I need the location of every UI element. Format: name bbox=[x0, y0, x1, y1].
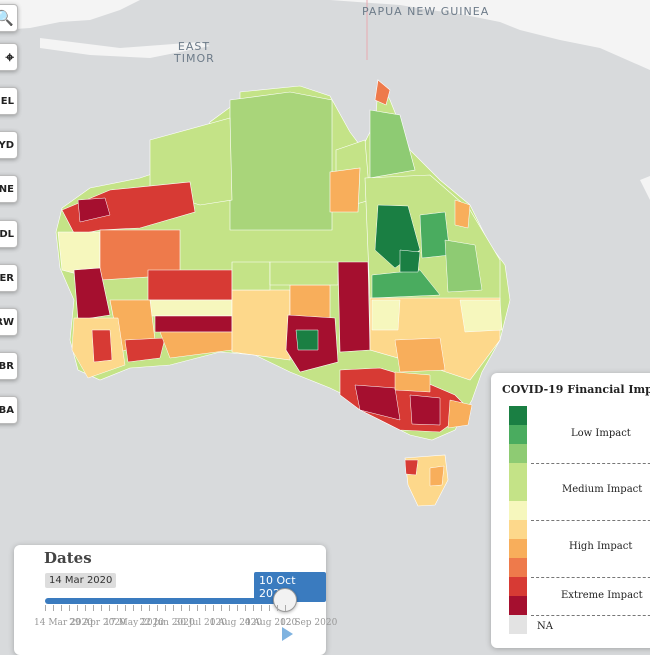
region-button-rw[interactable]: RW bbox=[0, 308, 18, 336]
region-button-label: ER bbox=[0, 272, 14, 284]
region-button-label: RW bbox=[0, 316, 14, 328]
slider-tick bbox=[229, 605, 230, 611]
slider-tick bbox=[93, 605, 94, 611]
date-slider-ticks bbox=[45, 605, 286, 613]
slider-tick bbox=[173, 605, 174, 611]
legend-swatch-extreme-2 bbox=[509, 596, 527, 615]
search-icon: 🔍 bbox=[0, 9, 14, 27]
locate-button[interactable]: ⌖ bbox=[0, 43, 18, 71]
region-button-er[interactable]: ER bbox=[0, 264, 18, 292]
region-button-label: DL bbox=[0, 228, 14, 240]
legend-divider bbox=[531, 520, 650, 521]
legend-divider bbox=[531, 615, 650, 616]
slider-tick bbox=[189, 605, 190, 611]
slider-tick bbox=[149, 605, 150, 611]
legend-panel: COVID-19 Financial Impact Rating Low Imp… bbox=[491, 373, 650, 648]
slider-tick bbox=[85, 605, 86, 611]
date-tick-label: 17 May 2020 bbox=[104, 618, 165, 628]
slider-tick bbox=[261, 605, 262, 611]
legend-label-medium: Medium Impact bbox=[562, 484, 643, 495]
slider-tick bbox=[213, 605, 214, 611]
date-slider-track[interactable] bbox=[45, 598, 285, 604]
slider-tick bbox=[45, 605, 46, 611]
region-button-yd[interactable]: YD bbox=[0, 131, 18, 159]
region-button-label: BA bbox=[0, 404, 14, 416]
dates-title: Dates bbox=[44, 549, 92, 567]
place-label-east-timor: EAST TIMOR bbox=[174, 40, 215, 65]
legend-label-low: Low Impact bbox=[571, 428, 631, 439]
legend-swatch-extreme-1 bbox=[509, 577, 527, 596]
play-icon[interactable] bbox=[282, 627, 293, 641]
date-tick-labels: 14 Mar 2020 29 Apr 2020 17 May 2020 22 Jun … bbox=[34, 618, 338, 630]
slider-tick bbox=[205, 605, 206, 611]
slider-tick bbox=[253, 605, 254, 611]
search-button[interactable]: 🔍 bbox=[0, 4, 18, 32]
region-button-br[interactable]: BR bbox=[0, 352, 18, 380]
legend-divider bbox=[531, 577, 650, 578]
slider-tick bbox=[269, 605, 270, 611]
region-button-label: NE bbox=[0, 183, 14, 195]
cape-york-region bbox=[374, 79, 391, 106]
region-button-dl[interactable]: DL bbox=[0, 220, 18, 248]
legend-swatch-medium-2 bbox=[509, 501, 527, 520]
slider-tick bbox=[141, 605, 142, 611]
date-tick-label: 14 Mar 2020 bbox=[34, 618, 93, 628]
slider-tick bbox=[245, 605, 246, 611]
slider-tick bbox=[125, 605, 126, 611]
date-tick-label: 12 Sep 2020 bbox=[280, 618, 338, 628]
legend-swatch-high-3 bbox=[509, 558, 527, 577]
legend-label-na: NA bbox=[537, 621, 553, 632]
slider-tick bbox=[157, 605, 158, 611]
region-button-ne[interactable]: NE bbox=[0, 175, 18, 203]
legend-swatch-low-3 bbox=[509, 444, 527, 463]
slider-tick bbox=[237, 605, 238, 611]
slider-tick bbox=[117, 605, 118, 611]
legend-label-high: High Impact bbox=[569, 541, 633, 552]
region-button-label: EL bbox=[0, 95, 14, 107]
slider-tick bbox=[277, 605, 278, 611]
slider-tick bbox=[101, 605, 102, 611]
legend-swatch-high-2 bbox=[509, 539, 527, 558]
legend-swatch-low-1 bbox=[509, 406, 527, 425]
date-tick-label: 1 Aug 2020 bbox=[209, 618, 263, 628]
locate-icon: ⌖ bbox=[5, 48, 14, 66]
legend-swatch-high-1 bbox=[509, 520, 527, 539]
region-button-el[interactable]: EL bbox=[0, 87, 18, 115]
legend-swatch-medium-1 bbox=[509, 463, 527, 501]
slider-tick bbox=[197, 605, 198, 611]
slider-tick bbox=[221, 605, 222, 611]
region-button-label: YD bbox=[0, 139, 14, 151]
slider-tick bbox=[77, 605, 78, 611]
place-label-png: PAPUA NEW GUINEA bbox=[362, 5, 490, 18]
indonesia-islands bbox=[0, 0, 140, 30]
legend-swatch-low-2 bbox=[509, 425, 527, 444]
date-tick-label: 30 Jul 2020 bbox=[174, 618, 227, 628]
slider-tick bbox=[165, 605, 166, 611]
dates-panel: Dates 14 Mar 2020 10 Oct 2020 14 Mar 202… bbox=[14, 545, 337, 655]
slider-tick bbox=[285, 605, 286, 611]
png-landmass bbox=[330, 0, 650, 70]
legend-title: COVID-19 Financial Impact Rating bbox=[502, 383, 650, 396]
slider-tick bbox=[69, 605, 70, 611]
date-tick-label: 22 Jun 2020 bbox=[139, 618, 195, 628]
legend-label-extreme: Extreme Impact bbox=[561, 590, 643, 601]
region-button-label: BR bbox=[0, 360, 14, 372]
slider-tick bbox=[53, 605, 54, 611]
date-tick-label: 4 Aug 2020 bbox=[244, 618, 298, 628]
region-button-ba[interactable]: BA bbox=[0, 396, 18, 424]
legend-divider bbox=[531, 463, 650, 464]
date-min-label: 14 Mar 2020 bbox=[45, 573, 117, 588]
slider-tick bbox=[181, 605, 182, 611]
date-tick-label: 29 Apr 2020 bbox=[69, 618, 126, 628]
slider-tick bbox=[61, 605, 62, 611]
legend-swatch-na bbox=[509, 615, 527, 634]
slider-tick bbox=[109, 605, 110, 611]
slider-tick bbox=[133, 605, 134, 611]
